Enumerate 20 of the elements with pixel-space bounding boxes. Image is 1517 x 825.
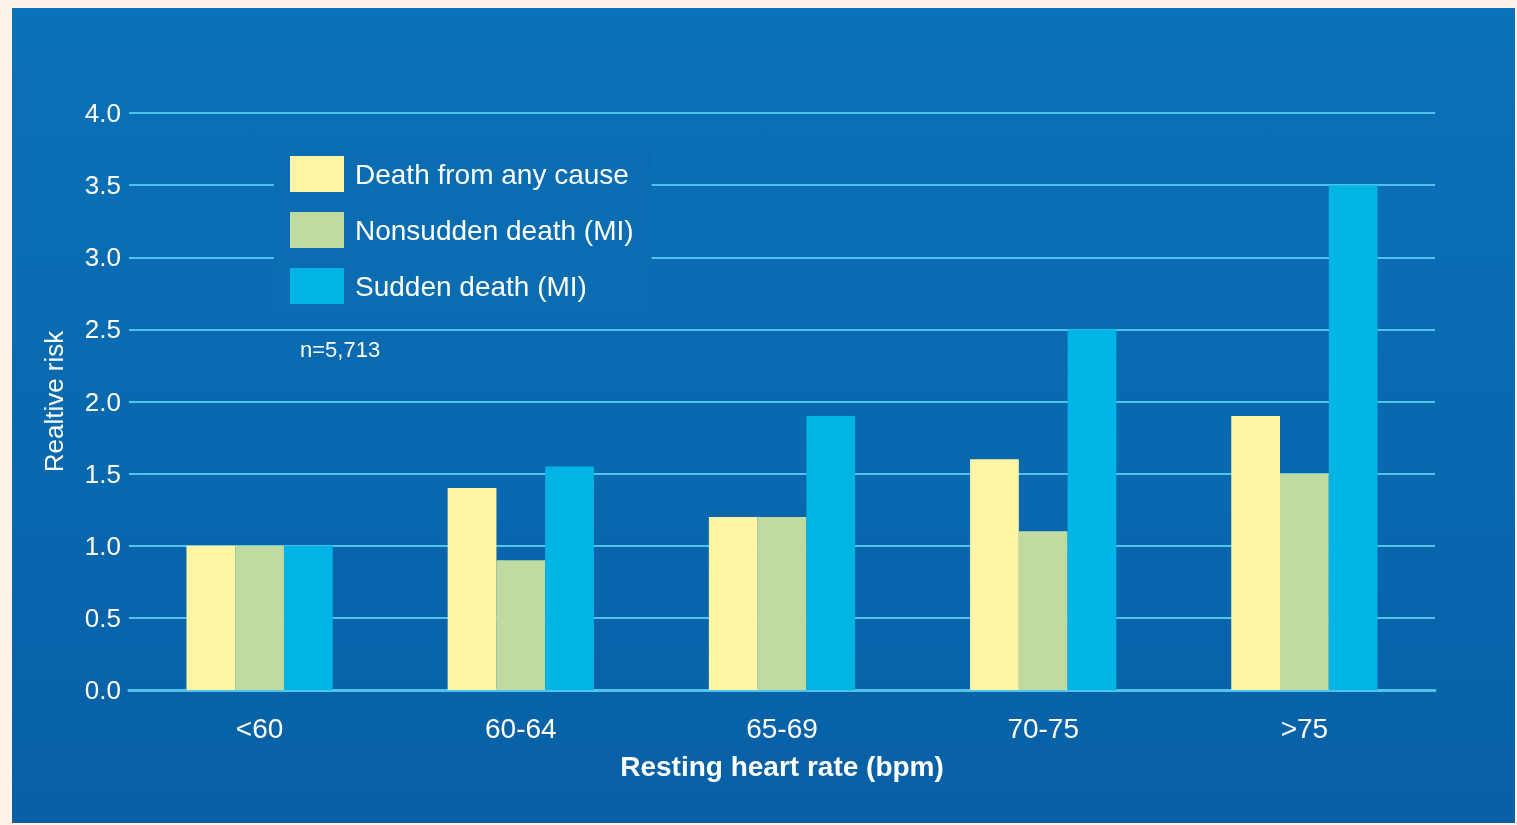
legend-label: Sudden death (MI) <box>355 270 587 302</box>
x-tick-label: 65-69 <box>746 712 818 744</box>
y-axis-title: Realtive risk <box>39 329 69 473</box>
x-axis-title: Resting heart rate (bpm) <box>620 750 944 782</box>
x-tick-label: >75 <box>1280 712 1329 744</box>
x-tick-label: 70-75 <box>1007 712 1080 744</box>
legend-label: Nonsudden death (MI) <box>355 214 634 246</box>
y-tick-label: 4.0 <box>84 98 121 128</box>
y-tick-label: 3.0 <box>84 242 121 273</box>
y-tick-label: 0.5 <box>84 602 121 633</box>
y-tick-label: 2.0 <box>84 386 121 417</box>
x-tick-label: 60-64 <box>484 712 557 744</box>
annotation: n=5,713 <box>300 336 381 362</box>
y-tick-label: 3.5 <box>84 170 121 201</box>
legend-label: Death from any cause <box>355 158 629 190</box>
y-tick-label: 1.5 <box>84 458 121 489</box>
x-tick-label: <60 <box>235 712 284 744</box>
y-tick-label: 0.0 <box>84 675 121 705</box>
y-tick-label: 2.5 <box>84 314 121 345</box>
y-tick-label: 1.0 <box>84 530 121 561</box>
